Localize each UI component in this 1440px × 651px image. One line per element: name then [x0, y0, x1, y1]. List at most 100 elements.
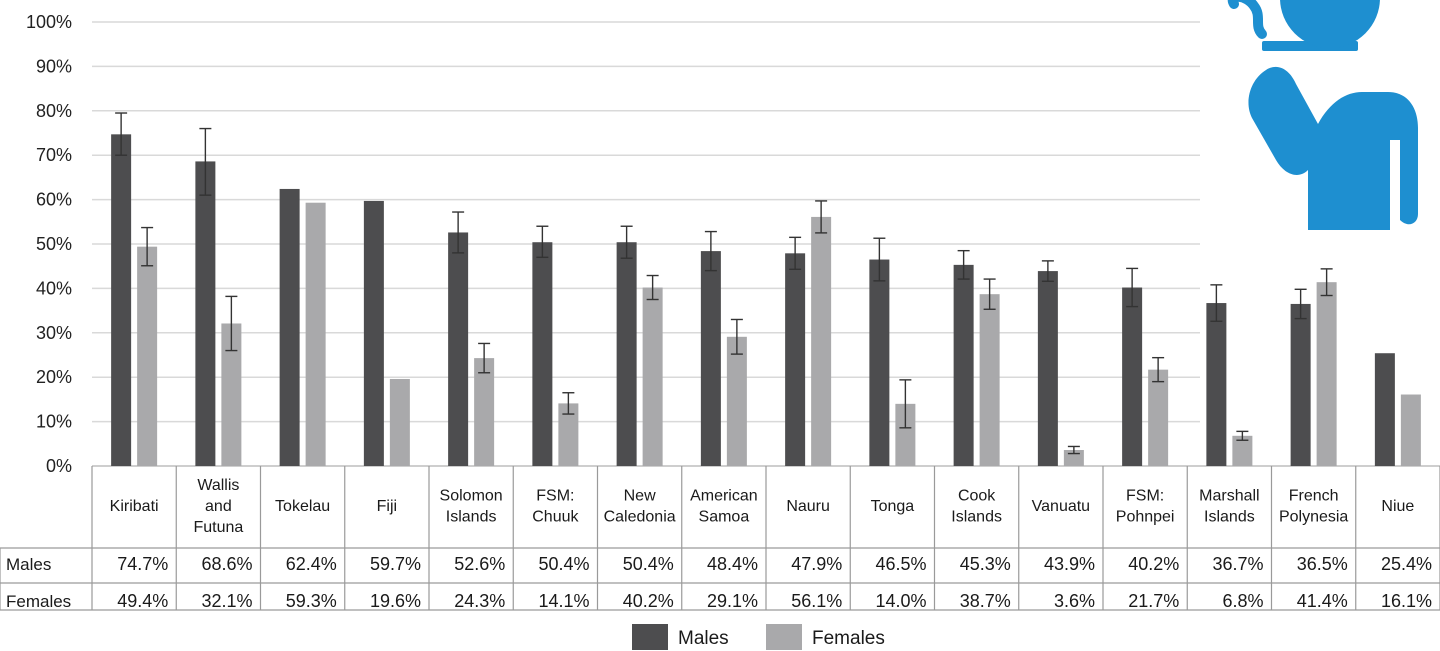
y-tick-label: 30%	[36, 323, 72, 343]
y-tick-label: 90%	[36, 56, 72, 76]
category-label: Samoa	[699, 509, 750, 526]
bars	[111, 112, 1421, 466]
table-cell: 36.7%	[1212, 554, 1263, 574]
category-label: Islands	[446, 509, 497, 526]
bar-females	[642, 287, 663, 466]
bar-males	[1374, 353, 1395, 466]
table-cell: 24.3%	[454, 591, 505, 611]
table-cell: 40.2%	[1128, 554, 1179, 574]
table-cell: 32.1%	[201, 591, 252, 611]
category-label: Nauru	[786, 498, 830, 515]
bar-females	[979, 294, 1000, 466]
bar-females	[305, 202, 326, 466]
category-label: Caledonia	[604, 509, 676, 526]
table-cell: 50.4%	[623, 554, 674, 574]
table-cell: 68.6%	[201, 554, 252, 574]
bar-males	[195, 161, 216, 466]
y-tick-label: 50%	[36, 234, 72, 254]
y-tick-label: 0%	[46, 456, 72, 476]
table-row-label: Females	[6, 592, 71, 611]
table-cell: 46.5%	[875, 554, 926, 574]
table-cell: 45.3%	[960, 554, 1011, 574]
bar-females	[895, 403, 916, 466]
category-label: FSM:	[536, 488, 574, 505]
category-label: Marshall	[1199, 488, 1259, 505]
table-cell: 40.2%	[623, 591, 674, 611]
legend-swatch	[632, 624, 668, 650]
category-label: Polynesia	[1279, 509, 1348, 526]
y-tick-label: 10%	[36, 412, 72, 432]
bar-males	[869, 259, 890, 466]
y-tick-label: 40%	[36, 278, 72, 298]
y-tick-label: 60%	[36, 190, 72, 210]
table-cell: 16.1%	[1381, 591, 1432, 611]
table-cell: 49.4%	[117, 591, 168, 611]
category-label: Chuuk	[532, 509, 579, 526]
table-cell: 36.5%	[1297, 554, 1348, 574]
table-cell: 14.1%	[538, 591, 589, 611]
bar-females	[389, 378, 410, 466]
bar-males	[785, 253, 806, 466]
bar-females	[726, 336, 747, 466]
category-label: American	[690, 488, 758, 505]
y-tick-label: 100%	[26, 12, 72, 32]
category-label: and	[205, 498, 232, 515]
y-tick-label: 80%	[36, 101, 72, 121]
table-cell: 38.7%	[960, 591, 1011, 611]
person-smoking-icon	[1228, 0, 1418, 230]
bar-males	[1037, 271, 1058, 466]
bar-males	[700, 251, 721, 466]
table-cell: 43.9%	[1044, 554, 1095, 574]
table-cell: 74.7%	[117, 554, 168, 574]
table-cell: 50.4%	[538, 554, 589, 574]
bar-females	[221, 323, 242, 466]
category-label: Niue	[1381, 498, 1414, 515]
category-label: Islands	[1204, 509, 1255, 526]
y-tick-label: 70%	[36, 145, 72, 165]
table-cell: 48.4%	[707, 554, 758, 574]
bar-males	[111, 134, 132, 466]
table-cell: 6.8%	[1222, 591, 1263, 611]
y-tick-label: 20%	[36, 367, 72, 387]
table-cell: 29.1%	[707, 591, 758, 611]
legend-swatch	[766, 624, 802, 650]
legend-label: Females	[812, 628, 885, 649]
table-cell: 3.6%	[1054, 591, 1095, 611]
category-label: Futuna	[193, 519, 243, 536]
table-cell: 59.3%	[286, 591, 337, 611]
bar-males	[1206, 303, 1227, 466]
table-cell: 41.4%	[1297, 591, 1348, 611]
bar-males	[279, 188, 300, 466]
bar-females	[1148, 369, 1169, 466]
category-label: Islands	[951, 509, 1002, 526]
category-label: Fiji	[377, 498, 397, 515]
bar-males	[448, 232, 469, 466]
table-cell: 25.4%	[1381, 554, 1432, 574]
category-label: Tonga	[871, 498, 915, 515]
table-cell: 59.7%	[370, 554, 421, 574]
legend: Males Females	[632, 624, 885, 650]
table-cell: 62.4%	[286, 554, 337, 574]
category-label: Wallis	[197, 477, 239, 494]
bar-males	[1122, 287, 1143, 466]
bar-females	[1400, 394, 1421, 466]
table-cell: 21.7%	[1128, 591, 1179, 611]
bar-females	[811, 216, 832, 466]
bar-females	[1316, 282, 1337, 466]
table-cell: 14.0%	[875, 591, 926, 611]
table-cell: 47.9%	[791, 554, 842, 574]
bar-males	[363, 200, 384, 466]
legend-label: Males	[678, 628, 729, 649]
table-cell: 52.6%	[454, 554, 505, 574]
category-label: New	[624, 488, 656, 505]
bar-females	[474, 358, 495, 466]
category-label: Pohnpei	[1116, 509, 1175, 526]
y-axis: 0% 10% 20% 30% 40% 50% 60% 70% 80% 90% 100%	[26, 12, 72, 476]
category-label: Cook	[958, 488, 996, 505]
bar-males	[616, 242, 637, 466]
bar-females	[137, 246, 158, 466]
bar-males	[532, 242, 553, 466]
table-cell: 19.6%	[370, 591, 421, 611]
category-label: French	[1289, 488, 1339, 505]
